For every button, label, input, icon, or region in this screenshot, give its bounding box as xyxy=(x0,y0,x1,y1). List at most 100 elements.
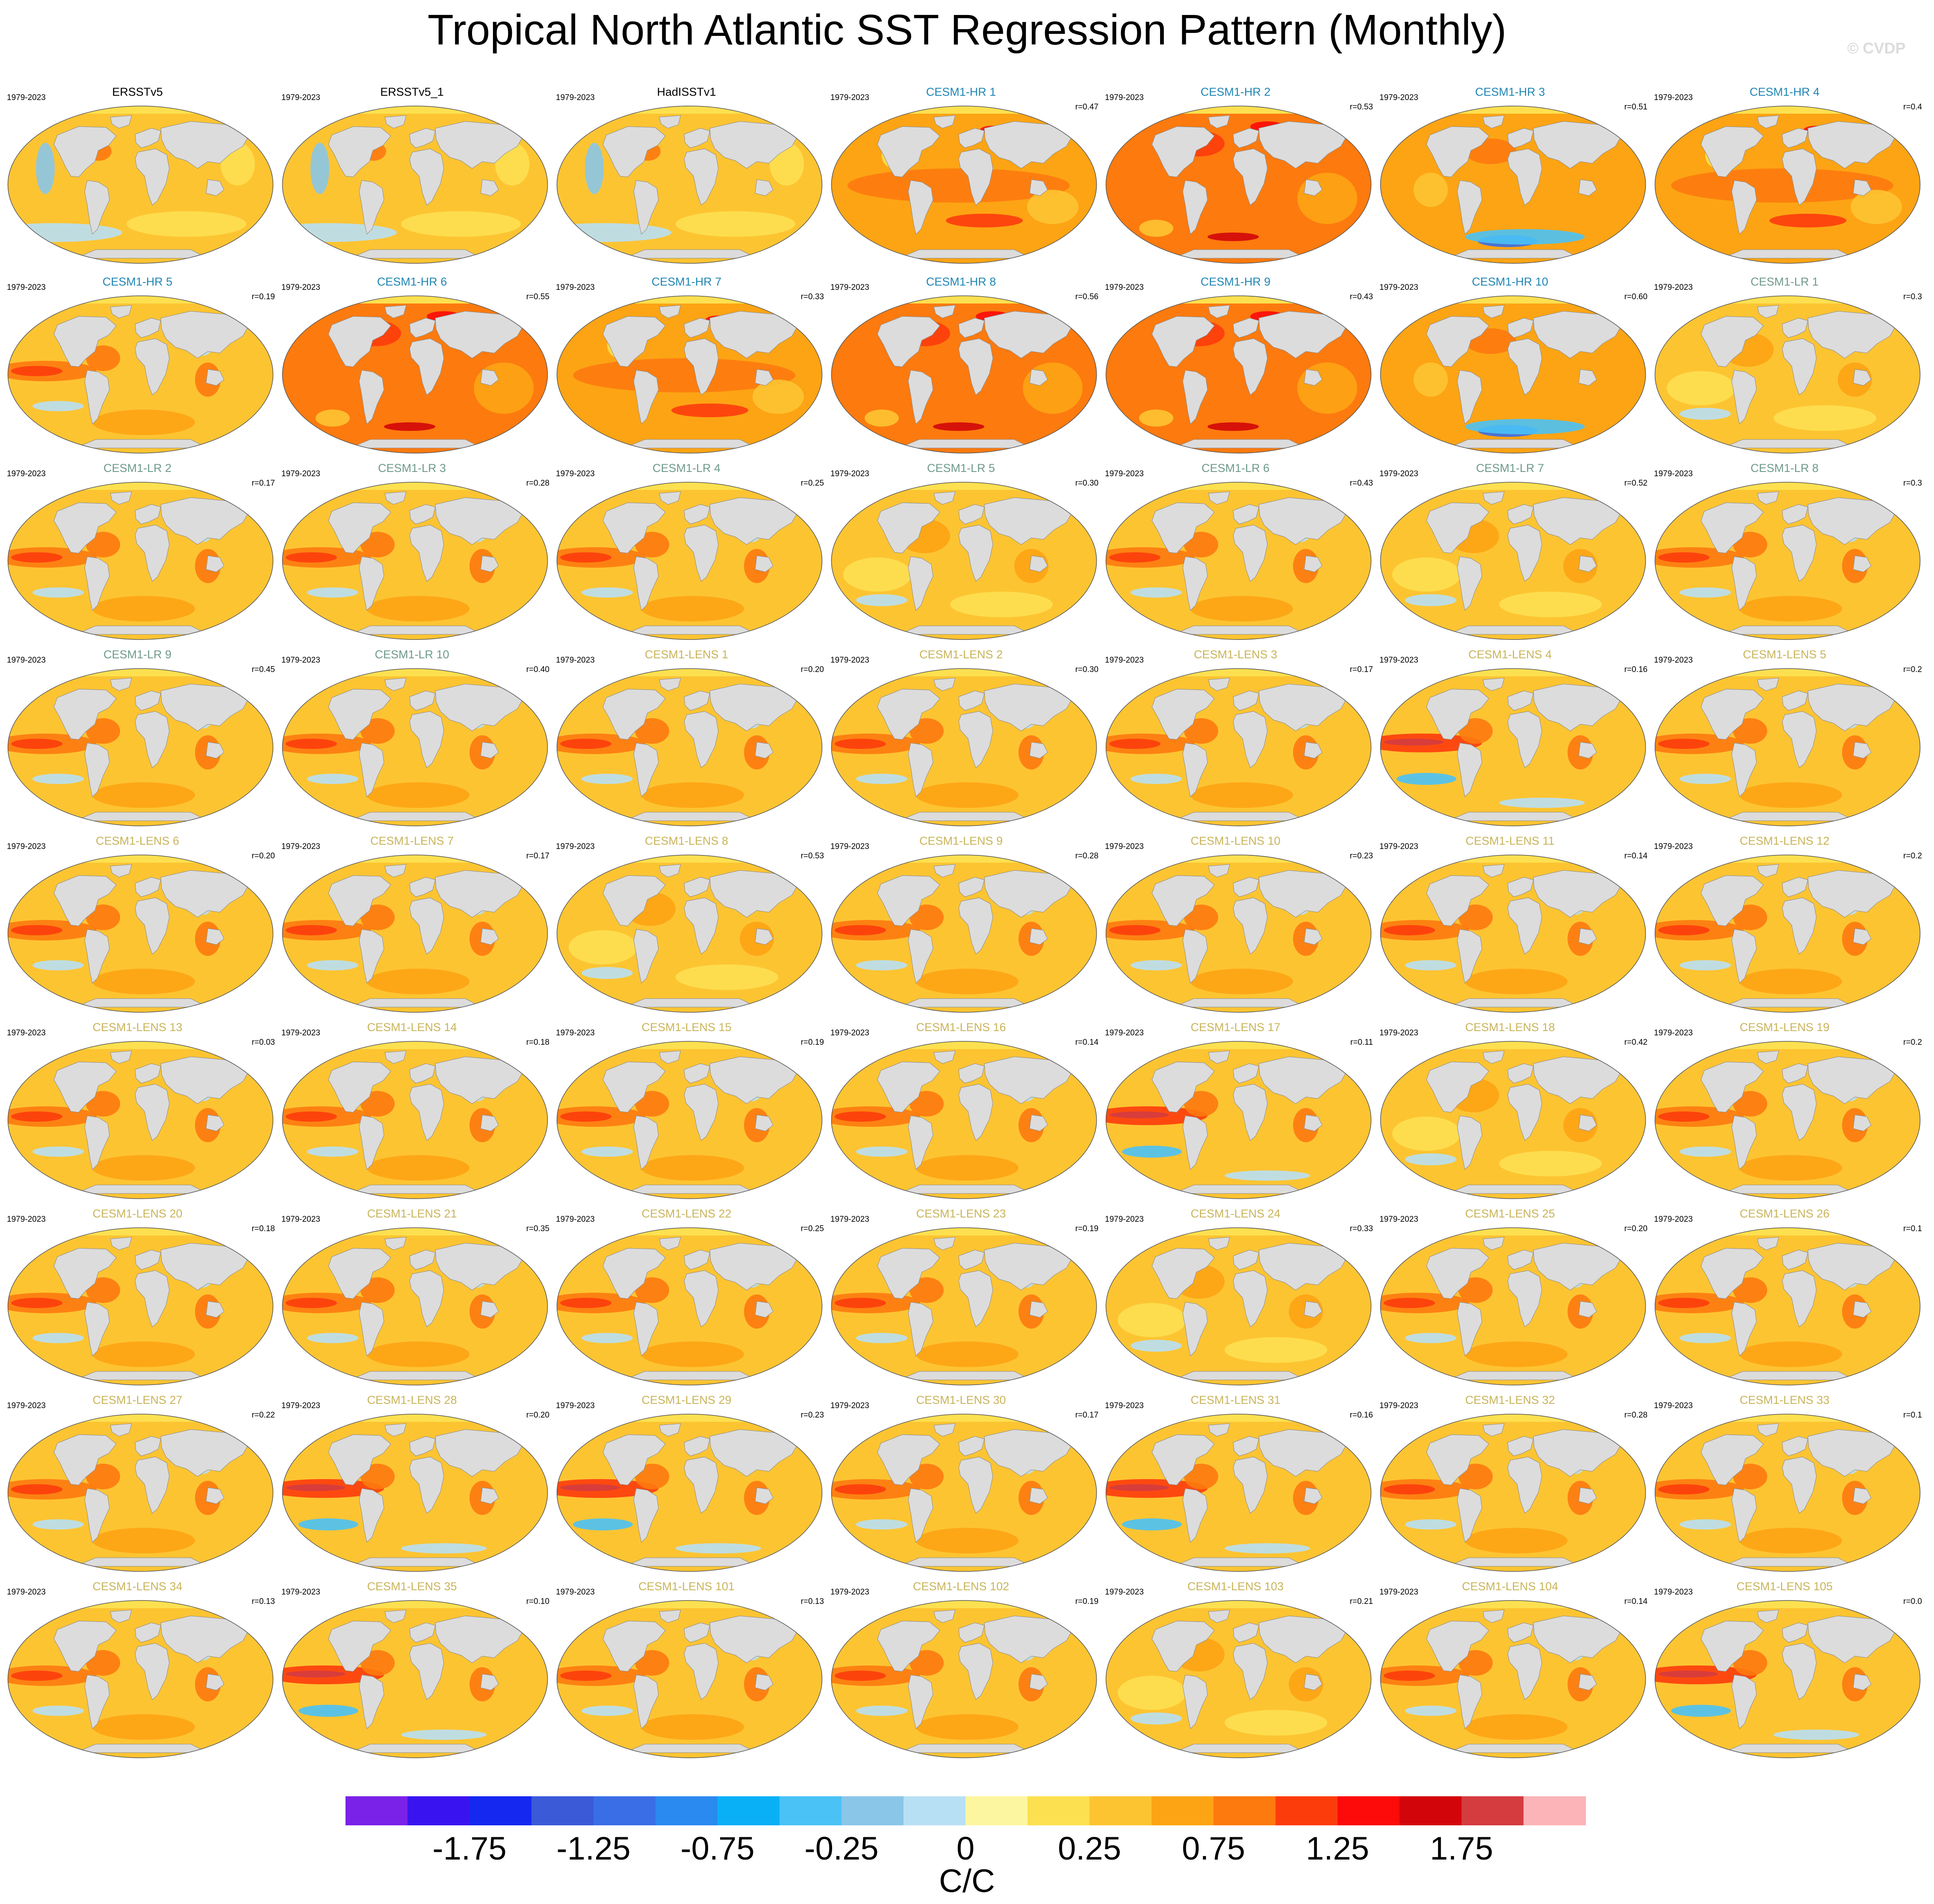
land-mass xyxy=(1507,690,1534,711)
land-mass xyxy=(359,743,384,798)
sst-regression-map xyxy=(556,1041,823,1199)
anomaly-region xyxy=(286,1671,345,1677)
sst-regression-map xyxy=(1654,1414,1921,1572)
map-frame xyxy=(1380,1414,1646,1572)
panel-pattern-correlation: r=0.23 xyxy=(800,1411,824,1420)
anomaly-region xyxy=(1122,1518,1182,1530)
anomaly-region xyxy=(1131,1340,1182,1352)
land-mass xyxy=(877,126,940,177)
land-mass xyxy=(1782,318,1808,338)
anomaly-region xyxy=(1109,925,1160,935)
panel-period: 1979-2023 xyxy=(830,656,869,665)
anomaly-region xyxy=(1680,1333,1731,1343)
land-mass xyxy=(684,897,719,955)
land-mass xyxy=(409,1643,444,1700)
panel-title: CESM1-HR 2 xyxy=(1200,85,1271,98)
panel-pattern-correlation: r=0.14 xyxy=(1624,852,1648,861)
anomaly-region xyxy=(1739,969,1842,994)
land-mass xyxy=(958,690,985,711)
anomaly-region xyxy=(92,969,195,994)
panel-title: CESM1-LR 9 xyxy=(103,648,172,661)
map-frame xyxy=(7,855,274,1013)
land-mass xyxy=(328,1061,391,1113)
land-mass xyxy=(624,1371,757,1380)
land-mass xyxy=(1233,897,1268,955)
land-mass xyxy=(409,504,436,525)
land-mass xyxy=(1233,504,1259,525)
land-mass xyxy=(328,1434,391,1485)
panel-title: CESM1-LENS 13 xyxy=(92,1021,183,1034)
panel-period: 1979-2023 xyxy=(1379,469,1418,478)
land-mass xyxy=(933,491,956,505)
map-frame xyxy=(7,106,274,264)
land-mass xyxy=(1447,625,1581,635)
anomaly-region xyxy=(1658,552,1710,563)
panel-title: CESM1-LENS 21 xyxy=(367,1207,457,1220)
panel-pattern-correlation: r=0.19 xyxy=(251,292,275,301)
panel-period: 1979-2023 xyxy=(1379,93,1418,102)
land-mass xyxy=(624,812,757,821)
land-mass xyxy=(359,1674,384,1730)
land-mass xyxy=(958,1250,985,1270)
anomaly-region xyxy=(560,552,611,563)
land-mass xyxy=(384,305,407,318)
land-mass xyxy=(53,316,117,367)
land-mass xyxy=(409,1270,444,1327)
panel-period: 1979-2023 xyxy=(7,1215,46,1224)
land-mass xyxy=(1426,1621,1489,1672)
land-mass xyxy=(1152,1434,1215,1485)
anomaly-region xyxy=(1109,1111,1169,1118)
land-mass xyxy=(624,1185,757,1194)
land-mass xyxy=(206,369,224,386)
land-mass xyxy=(1173,249,1306,259)
anomaly-region xyxy=(835,1671,886,1681)
panel-period: 1979-2023 xyxy=(1105,842,1144,851)
map-panel: CESM1-LENS 11 1979-2023 r=0.14 xyxy=(1373,834,1648,1020)
anomaly-region xyxy=(1680,1519,1731,1530)
map-panel: ERSSTv5 1979-2023 xyxy=(0,85,275,271)
land-mass xyxy=(206,1114,224,1132)
land-mass xyxy=(1426,1248,1489,1299)
map-frame xyxy=(282,1227,548,1385)
panel-period: 1979-2023 xyxy=(1105,469,1144,478)
map-frame xyxy=(282,855,548,1013)
panel-pattern-correlation: r=0.20 xyxy=(800,665,824,674)
land-mass xyxy=(384,1609,407,1623)
map-panel: CESM1-LENS 104 1979-2023 r=0.14 xyxy=(1373,1579,1648,1765)
land-mass xyxy=(328,316,391,367)
panel-period: 1979-2023 xyxy=(1105,283,1144,292)
land-mass xyxy=(53,1248,117,1299)
anomaly-region xyxy=(1405,594,1456,606)
panel-pattern-correlation: r=0.2 xyxy=(1903,852,1922,861)
land-mass xyxy=(1782,1436,1808,1456)
land-mass xyxy=(1507,148,1542,206)
land-mass xyxy=(206,1301,224,1318)
land-mass xyxy=(328,1248,391,1299)
panel-pattern-correlation: r=0.30 xyxy=(1075,479,1098,488)
land-mass xyxy=(1457,929,1482,984)
panel-pattern-correlation: r=0.21 xyxy=(1349,1597,1373,1606)
panel-period: 1979-2023 xyxy=(1654,283,1693,292)
land-mass xyxy=(933,305,956,318)
anomaly-region xyxy=(32,1519,84,1530)
land-mass xyxy=(1757,491,1779,505)
panel-period: 1979-2023 xyxy=(1654,656,1693,665)
panel-period: 1979-2023 xyxy=(7,93,46,102)
panel-period: 1979-2023 xyxy=(830,283,869,292)
land-mass xyxy=(877,502,940,554)
land-mass xyxy=(409,690,436,711)
land-mass xyxy=(1722,1557,1855,1567)
anomaly-region xyxy=(1499,798,1585,808)
panel-period: 1979-2023 xyxy=(7,1029,46,1037)
land-mass xyxy=(933,1609,956,1623)
panel-pattern-correlation: r=0.33 xyxy=(1349,1224,1373,1233)
anomaly-region xyxy=(1225,1337,1327,1363)
panel-period: 1979-2023 xyxy=(1105,1401,1144,1410)
panel-pattern-correlation: r=0.28 xyxy=(1624,1411,1648,1420)
anomaly-region xyxy=(286,925,337,935)
land-mass xyxy=(1722,812,1855,821)
map-frame xyxy=(1654,106,1921,264)
land-mass xyxy=(1701,1621,1764,1672)
colorbar-swatch xyxy=(780,1796,842,1825)
land-mass xyxy=(1182,929,1208,984)
